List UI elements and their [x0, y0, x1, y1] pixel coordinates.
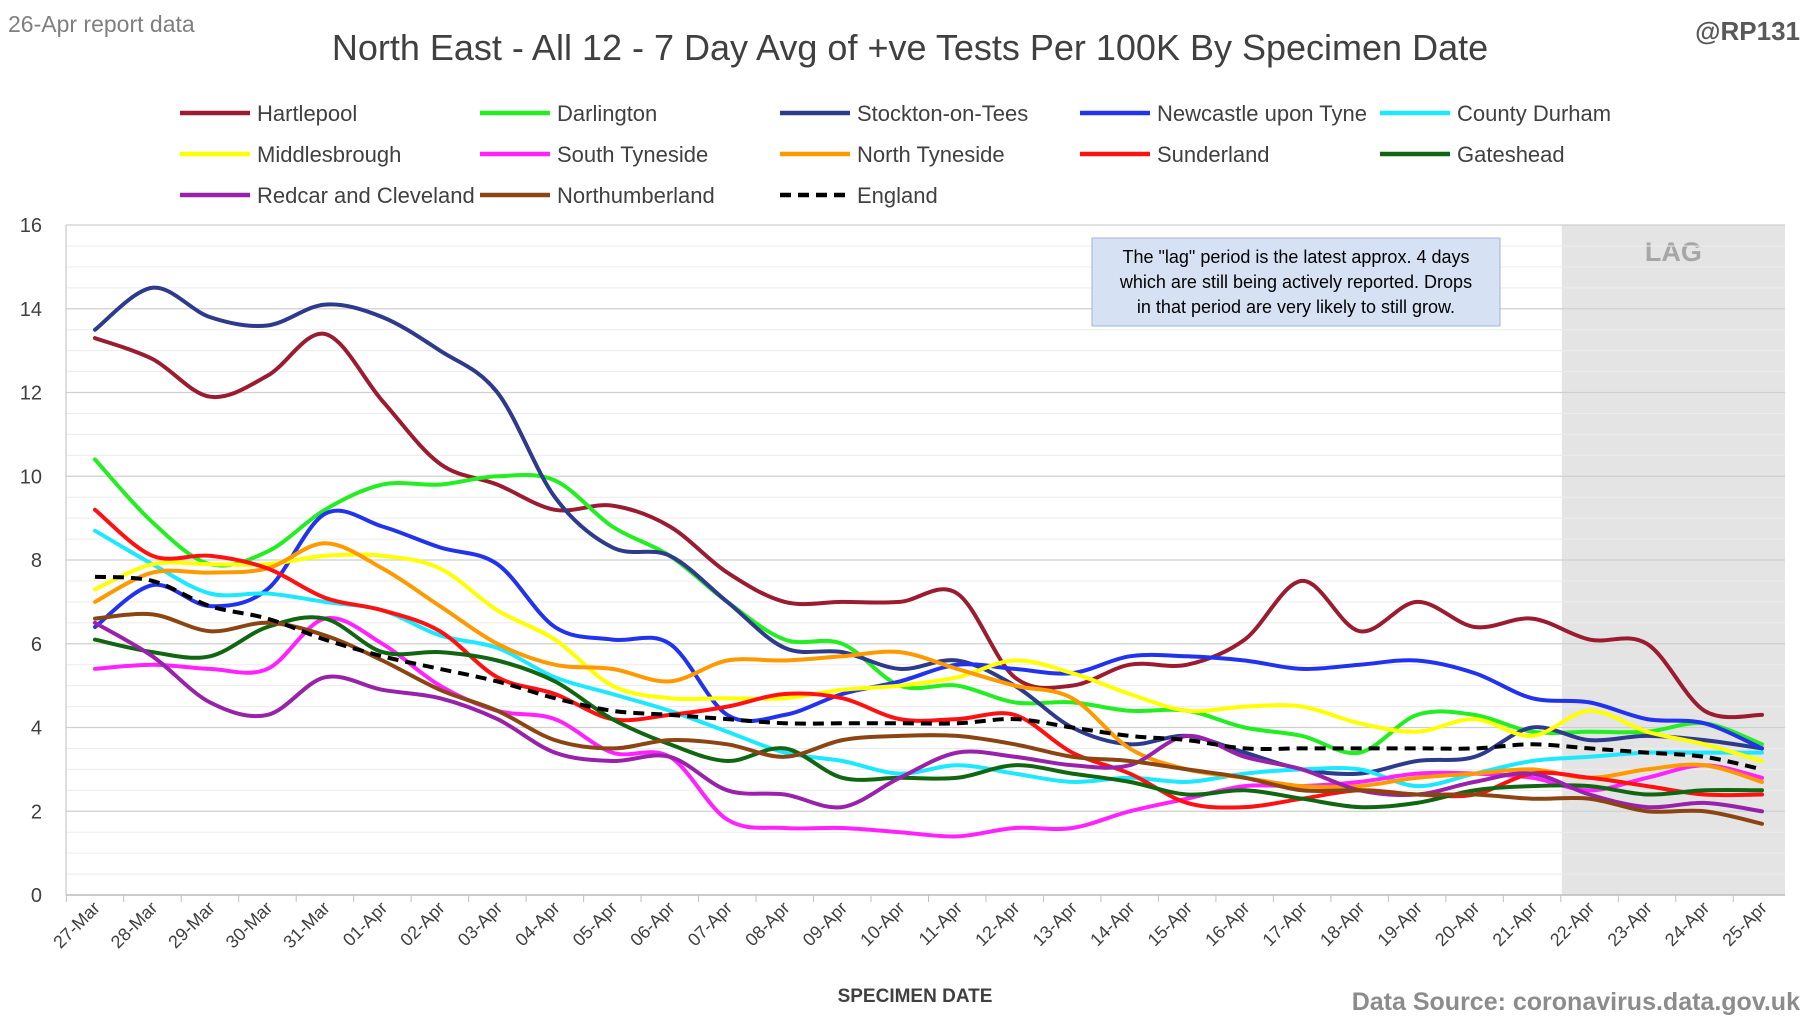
legend-label-stockton-on-tees: Stockton-on-Tees: [857, 101, 1028, 126]
data-source: Data Source: coronavirus.data.gov.uk: [1352, 988, 1800, 1016]
legend-label-newcastle-upon-tyne: Newcastle upon Tyne: [1157, 101, 1367, 126]
legend-label-darlington: Darlington: [557, 101, 657, 126]
author-handle: @RP131: [1695, 16, 1800, 46]
legend-label-south-tyneside: South Tyneside: [557, 142, 708, 167]
legend-label-gateshead: Gateshead: [1457, 142, 1565, 167]
y-tick-label: 0: [31, 885, 42, 907]
y-tick-label: 2: [31, 801, 42, 823]
y-tick-label: 16: [20, 215, 42, 237]
series-line-northumberland: [93, 611, 1764, 826]
y-tick-label: 8: [31, 550, 42, 572]
series-line-middlesbrough: [93, 552, 1764, 763]
legend-label-england: England: [857, 183, 938, 208]
series-line-north-tyneside: [93, 541, 1764, 790]
legend-label-north-tyneside: North Tyneside: [857, 142, 1005, 167]
lag-label: LAG: [1645, 237, 1702, 267]
lag-annotation: The "lag" period is the latest approx. 4…: [1091, 237, 1501, 327]
annotation-line-1: The "lag" period is the latest approx. 4…: [1123, 247, 1470, 267]
series-line-england: [94, 574, 1763, 772]
legend-label-middlesbrough: Middlesbrough: [257, 142, 401, 167]
y-tick-label: 10: [20, 466, 42, 488]
y-tick-label: 14: [20, 299, 42, 321]
legend-label-hartlepool: Hartlepool: [257, 101, 357, 126]
chart-title: North East - All 12 - 7 Day Avg of +ve T…: [332, 27, 1488, 68]
series-line-gateshead: [93, 615, 1764, 810]
annotation-box: [1091, 237, 1501, 327]
annotation-line-2: which are still being actively reported.…: [1119, 272, 1472, 292]
series-lines: [93, 285, 1764, 839]
series-line-redcar-and-cleveland: [93, 620, 1764, 814]
y-tick-label: 12: [20, 383, 42, 405]
y-tick-label: 4: [31, 718, 42, 740]
series-line-stockton-on-tees: [93, 285, 1764, 777]
series-line-hartlepool: [93, 331, 1764, 720]
annotation-line-3: in that period are very likely to still …: [1137, 297, 1455, 317]
legend-label-county-durham: County Durham: [1457, 101, 1611, 126]
legend-label-redcar-and-cleveland: Redcar and Cleveland: [257, 183, 475, 208]
series-line-newcastle-upon-tyne: [93, 508, 1764, 751]
report-label: 26-Apr report data: [8, 11, 195, 37]
x-axis-title: SPECIMEN DATE: [838, 986, 993, 1007]
y-tick-label: 6: [31, 634, 42, 656]
legend: Hartlepool Darlington Stockton-on-Tees Newc…: [180, 101, 1611, 208]
legend-label-sunderland: Sunderland: [1157, 142, 1270, 167]
legend-label-northumberland: Northumberland: [557, 183, 715, 208]
